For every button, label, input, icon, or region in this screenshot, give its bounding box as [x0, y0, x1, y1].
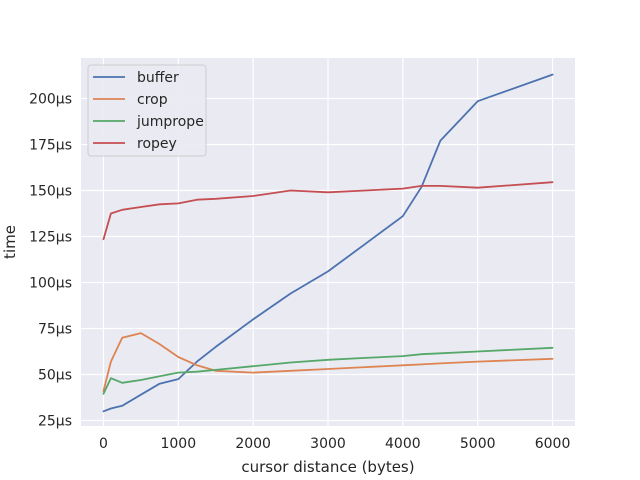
y-tick-label: 150µs [29, 183, 72, 199]
x-tick-label: 0 [99, 436, 108, 452]
y-tick-label: 75µs [38, 321, 72, 337]
grid [81, 58, 575, 426]
legend-label-jumprope: jumprope [136, 114, 204, 130]
x-tick-label: 1000 [160, 436, 196, 452]
y-tick-label: 25µs [38, 413, 72, 429]
series-line-jumprope [102, 346, 554, 395]
legend-label-buffer: buffer [137, 70, 179, 86]
x-tick-label: 3000 [310, 436, 346, 452]
y-tick-label: 50µs [38, 367, 72, 383]
y-tick-label: 100µs [29, 275, 72, 291]
series-line-crop [102, 332, 554, 392]
x-tick-label: 5000 [460, 436, 496, 452]
y-tick-label: 125µs [29, 229, 72, 245]
series-lines [102, 73, 554, 413]
series-line-buffer [102, 73, 554, 413]
x-axis-ticks: 0 1000 2000 3000 4000 5000 6000 [99, 436, 570, 452]
y-axis-label: time [1, 225, 19, 259]
x-tick-label: 6000 [535, 436, 571, 452]
x-axis-label: cursor distance (bytes) [241, 458, 414, 476]
legend-box [87, 64, 207, 157]
series-line-ropey [102, 181, 554, 241]
legend: buffer crop jumprope ropey [87, 64, 207, 157]
legend-label-ropey: ropey [137, 136, 177, 152]
x-tick-label: 2000 [235, 436, 271, 452]
x-tick-label: 4000 [385, 436, 421, 452]
y-axis-ticks: 25µs 50µs 75µs 100µs 125µs 150µs 175µs 200µs [29, 91, 72, 429]
legend-label-crop: crop [137, 92, 168, 108]
y-tick-label: 200µs [29, 91, 72, 107]
y-tick-label: 175µs [29, 137, 72, 153]
